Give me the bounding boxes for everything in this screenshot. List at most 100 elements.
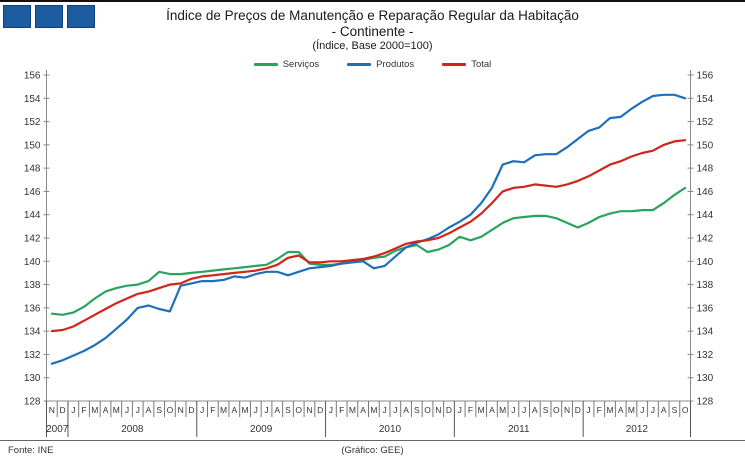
month-label: M: [370, 405, 377, 415]
y-tick-label-right: 142: [697, 234, 714, 245]
month-label: J: [382, 405, 386, 415]
y-tick-label-right: 144: [697, 210, 714, 221]
chart-subtitle: - Continente -: [331, 24, 414, 39]
y-tick-label-right: 146: [697, 187, 714, 198]
year-label: 2007: [46, 424, 69, 435]
month-label: J: [522, 405, 526, 415]
y-tick-label-right: 140: [697, 257, 714, 268]
y-tick-label-right: 152: [697, 117, 714, 128]
month-label: A: [618, 405, 624, 415]
year-label: 2012: [626, 424, 649, 435]
month-label: J: [136, 405, 140, 415]
month-label: M: [478, 405, 485, 415]
month-label: D: [60, 405, 66, 415]
year-label: 2011: [508, 424, 530, 435]
legend-item-servicos: Serviços: [253, 59, 320, 70]
month-label: O: [167, 405, 174, 415]
month-label: J: [651, 405, 655, 415]
y-tick-label-left: 132: [24, 350, 41, 361]
month-label: M: [220, 405, 227, 415]
y-tick-label-left: 154: [24, 94, 41, 105]
month-label: M: [242, 405, 249, 415]
month-label: F: [210, 405, 215, 415]
month-label: M: [628, 405, 635, 415]
y-tick-label-right: 132: [697, 350, 714, 361]
month-label: F: [597, 405, 602, 415]
year-label: 2008: [121, 424, 144, 435]
series-line-2: [50, 139, 687, 333]
month-label: D: [446, 405, 452, 415]
month-label: A: [532, 405, 538, 415]
month-label: N: [564, 405, 570, 415]
chart-subtitle-base: (Índice, Base 2000=100): [312, 40, 433, 52]
month-label: A: [231, 405, 237, 415]
month-label: J: [200, 405, 204, 415]
month-label: M: [606, 405, 613, 415]
month-label: D: [317, 405, 323, 415]
month-label: F: [339, 405, 344, 415]
logo: [3, 5, 95, 28]
footer-divider: [0, 440, 745, 441]
legend-swatch-produtos: [347, 63, 372, 66]
source-note: Fonte: INE: [8, 445, 54, 456]
month-label: D: [188, 405, 194, 415]
month-label: M: [113, 405, 120, 415]
month-label: J: [264, 405, 268, 415]
month-label: N: [435, 405, 441, 415]
logo-square: [3, 5, 31, 28]
month-label: S: [156, 405, 162, 415]
month-label: J: [640, 405, 644, 415]
credit-note: (Gráfico: GEE): [341, 445, 404, 456]
legend-label-servicos: Serviços: [282, 59, 320, 70]
month-label: J: [125, 405, 129, 415]
title-block: Índice de Preços de Manutenção e Reparaç…: [0, 7, 745, 53]
month-label: O: [553, 405, 560, 415]
month-label: M: [349, 405, 356, 415]
month-label: J: [511, 405, 515, 415]
month-label: N: [178, 405, 184, 415]
month-label: A: [403, 405, 409, 415]
legend-item-total: Total: [442, 59, 491, 70]
legend-swatch-servicos: [253, 63, 278, 66]
year-label: 2009: [250, 424, 273, 435]
month-label: S: [672, 405, 678, 415]
month-label: O: [682, 405, 689, 415]
y-tick-label-left: 144: [24, 210, 41, 221]
series-line-1: [50, 93, 687, 365]
month-label: J: [393, 405, 397, 415]
legend-swatch-total: [442, 63, 467, 66]
y-tick-label-right: 134: [697, 327, 714, 338]
y-tick-label-left: 148: [24, 164, 41, 175]
y-tick-label-left: 134: [24, 327, 41, 338]
month-label: A: [274, 405, 280, 415]
logo-square: [35, 5, 63, 28]
legend-label-total: Total: [471, 59, 492, 70]
month-label: A: [489, 405, 495, 415]
y-tick-label-right: 154: [697, 94, 714, 105]
month-label: A: [103, 405, 109, 415]
y-tick-label-left: 128: [24, 397, 41, 408]
month-label: J: [458, 405, 462, 415]
y-tick-label-right: 148: [697, 164, 714, 175]
month-label: J: [329, 405, 333, 415]
month-label: J: [586, 405, 590, 415]
series-line-0: [50, 186, 687, 316]
y-tick-label-left: 150: [24, 140, 41, 151]
month-label: O: [295, 405, 302, 415]
month-label: S: [285, 405, 291, 415]
legend-item-produtos: Produtos: [347, 59, 414, 70]
month-label: S: [543, 405, 549, 415]
y-tick-label-left: 136: [24, 303, 41, 314]
month-label: A: [661, 405, 667, 415]
y-tick-label-left: 146: [24, 187, 41, 198]
month-label: M: [91, 405, 98, 415]
legend-label-produtos: Produtos: [376, 59, 415, 70]
y-tick-label-right: 150: [697, 140, 714, 151]
chart-legend: Serviços Produtos Total: [0, 59, 745, 70]
month-label: J: [254, 405, 258, 415]
y-tick-label-right: 156: [697, 71, 714, 82]
chart-title: Índice de Preços de Manutenção e Reparaç…: [166, 8, 579, 23]
y-tick-label-left: 130: [24, 373, 41, 384]
year-label: 2010: [379, 424, 402, 435]
